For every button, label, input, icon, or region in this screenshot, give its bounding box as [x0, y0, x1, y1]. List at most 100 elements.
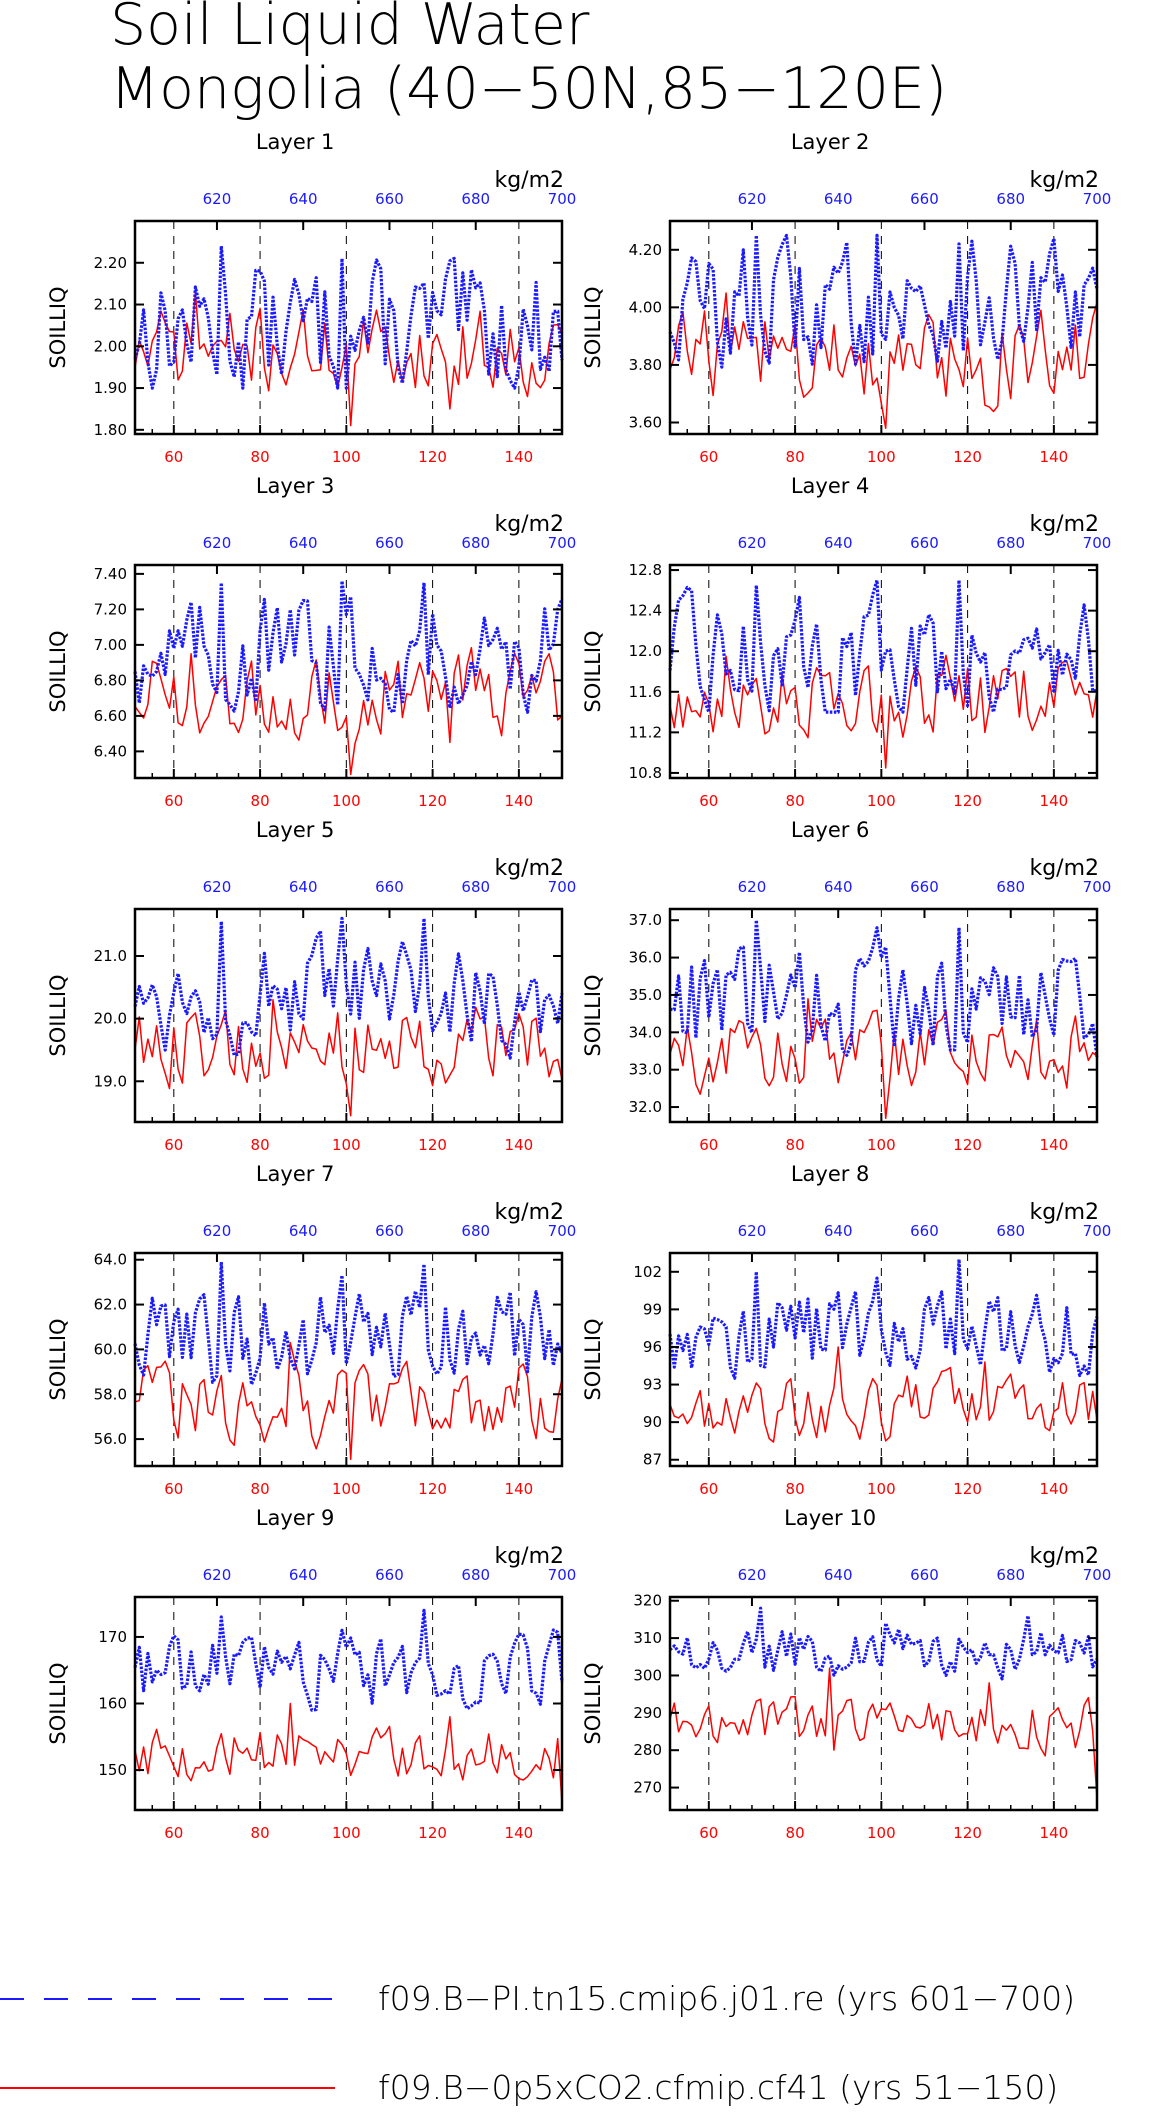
top-tick-label: 700: [1083, 1566, 1112, 1584]
y-tick-label: 58.0: [94, 1385, 127, 1403]
x-tick-label: 60: [164, 1480, 183, 1498]
top-tick-label: 700: [548, 1222, 577, 1240]
x-tick-label: 100: [867, 1824, 896, 1842]
x-tick-label: 60: [699, 1480, 718, 1498]
series-pi: [669, 918, 1099, 1058]
units-label: kg/m2: [494, 856, 564, 881]
x-tick-label: 120: [418, 1480, 447, 1498]
y-tick-label: 12.4: [629, 602, 662, 620]
x-tick-label: 100: [332, 448, 361, 466]
top-tick-label: 700: [1083, 190, 1112, 208]
y-tick-label: 10.8: [629, 764, 662, 782]
plot-frame: [668, 1251, 1099, 1468]
x-tick-label: 80: [786, 1480, 805, 1498]
x-tick-label: 140: [505, 1136, 534, 1154]
top-tick-label: 660: [910, 1222, 939, 1240]
x-tick-label: 140: [505, 1480, 534, 1498]
x-tick-label: 140: [1040, 1824, 1069, 1842]
x-tick-label: 80: [251, 1824, 270, 1842]
x-tick-label: 60: [164, 1136, 183, 1154]
top-tick-label: 660: [910, 190, 939, 208]
y-tick-label: 32.0: [629, 1098, 662, 1116]
x-tick-label: 100: [332, 1136, 361, 1154]
y-tick-label: 270: [633, 1779, 662, 1797]
y-axis-label: SOILLIQ: [581, 630, 605, 712]
y-tick-label: 1.90: [94, 379, 127, 397]
top-tick-label: 660: [375, 534, 404, 552]
x-tick-label: 140: [505, 1824, 534, 1842]
y-tick-label: 93: [643, 1376, 662, 1394]
y-axis-label: SOILLIQ: [46, 1318, 70, 1400]
y-tick-label: 6.60: [94, 707, 127, 725]
y-tick-label: 3.80: [629, 356, 662, 374]
y-tick-label: 19.0: [94, 1072, 127, 1090]
y-tick-label: 33.0: [629, 1061, 662, 1079]
x-tick-label: 60: [164, 792, 183, 810]
top-tick-label: 700: [1083, 534, 1112, 552]
y-axis-label: SOILLIQ: [46, 630, 70, 712]
y-tick-label: 12.0: [629, 642, 662, 660]
units-label: kg/m2: [1029, 856, 1099, 881]
top-tick-label: 680: [461, 534, 490, 552]
x-tick-label: 140: [1040, 1480, 1069, 1498]
y-tick-label: 2.20: [94, 254, 127, 272]
y-axis-label: SOILLIQ: [581, 974, 605, 1056]
top-tick-label: 700: [1083, 878, 1112, 896]
panel-title: Layer 9: [256, 1506, 335, 1530]
top-tick-label: 620: [203, 1566, 232, 1584]
panel-layer-7: Layer 7 kg/m2 SOILLIQ 60 80 100 120 140 620 640 66…: [46, 1162, 576, 1498]
x-tick-label: 120: [953, 448, 982, 466]
top-tick-label: 640: [289, 1566, 318, 1584]
top-tick-label: 680: [996, 534, 1025, 552]
top-tick-label: 680: [996, 190, 1025, 208]
y-tick-label: 150: [98, 1761, 127, 1779]
top-tick-label: 620: [738, 878, 767, 896]
panel-title: Layer 2: [791, 130, 870, 154]
x-tick-label: 100: [867, 1136, 896, 1154]
panel-title: Layer 3: [256, 474, 335, 498]
top-tick-label: 680: [996, 878, 1025, 896]
top-tick-label: 660: [375, 878, 404, 896]
top-tick-label: 620: [203, 878, 232, 896]
x-tick-label: 120: [418, 792, 447, 810]
top-tick-label: 620: [738, 1566, 767, 1584]
plot-frame: [133, 1251, 564, 1468]
panel-layer-4: Layer 4 kg/m2 SOILLIQ 60 80 100 120 140 620 640 66…: [581, 474, 1111, 810]
series-pi: [133, 244, 564, 390]
y-tick-label: 6.80: [94, 671, 127, 689]
top-tick-label: 680: [461, 190, 490, 208]
y-tick-label: 102: [633, 1263, 662, 1281]
y-tick-label: 160: [98, 1695, 127, 1713]
panel-layer-10: Layer 10 kg/m2 SOILLIQ 60 80 100 120 140 620 640 6…: [581, 1506, 1111, 1842]
y-axis-label: SOILLIQ: [46, 974, 70, 1056]
units-label: kg/m2: [1029, 512, 1099, 537]
plot-frame: [668, 219, 1099, 436]
y-tick-label: 310: [633, 1629, 662, 1647]
series-co2: [669, 1346, 1098, 1443]
y-axis-label: SOILLIQ: [46, 1662, 70, 1744]
top-tick-label: 680: [461, 878, 490, 896]
y-tick-label: 4.20: [629, 241, 662, 259]
top-tick-label: 640: [289, 534, 318, 552]
top-tick-label: 640: [824, 878, 853, 896]
top-tick-label: 700: [548, 1566, 577, 1584]
units-label: kg/m2: [1029, 1544, 1099, 1569]
plot-frame: [133, 563, 564, 780]
panel-title: Layer 4: [791, 474, 870, 498]
x-tick-label: 80: [251, 1480, 270, 1498]
y-tick-label: 11.6: [629, 683, 662, 701]
y-tick-label: 60.0: [94, 1340, 127, 1358]
series-co2: [669, 1667, 1098, 1799]
x-tick-label: 140: [1040, 792, 1069, 810]
y-tick-label: 21.0: [94, 947, 127, 965]
y-tick-label: 87: [643, 1451, 662, 1469]
top-tick-label: 680: [996, 1566, 1025, 1584]
top-tick-label: 620: [738, 534, 767, 552]
series-co2: [134, 646, 563, 776]
y-tick-label: 170: [98, 1628, 127, 1646]
x-tick-label: 80: [786, 1824, 805, 1842]
y-tick-label: 4.00: [629, 298, 662, 316]
units-label: kg/m2: [494, 168, 564, 193]
y-tick-label: 2.10: [94, 296, 127, 314]
